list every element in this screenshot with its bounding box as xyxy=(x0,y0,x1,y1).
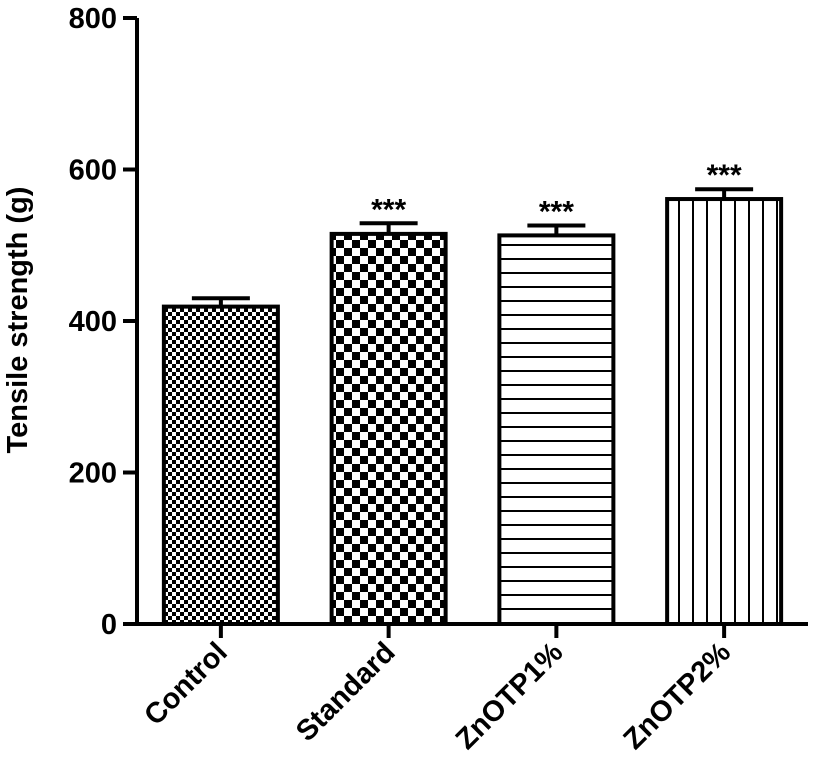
y-axis-label: Tensile strength (g) xyxy=(2,187,34,454)
y-tick-label: 400 xyxy=(69,306,117,338)
bar-znotp1- xyxy=(497,233,616,626)
bars-group: *** *** *** xyxy=(161,159,784,626)
bar-standard xyxy=(329,231,448,626)
bar-znotp2- xyxy=(665,197,784,626)
y-axis: 0 200 400 600 800 xyxy=(69,3,139,641)
y-tick-label: 0 xyxy=(101,609,117,641)
x-tick-label: ZnOTP2% xyxy=(618,636,738,756)
significance-label: *** xyxy=(707,159,742,192)
bar-control xyxy=(161,304,280,626)
significance-label: *** xyxy=(539,196,574,229)
significance-label: *** xyxy=(371,193,406,226)
y-tick-label: 200 xyxy=(69,458,117,490)
y-tick-label: 800 xyxy=(69,3,117,35)
x-axis: Control Standard ZnOTP1% ZnOTP2% xyxy=(135,622,808,756)
x-tick-label: Control xyxy=(138,636,234,732)
x-tick-label: ZnOTP1% xyxy=(450,636,570,756)
x-tick-label: Standard xyxy=(290,636,402,748)
y-tick-label: 600 xyxy=(69,155,117,187)
